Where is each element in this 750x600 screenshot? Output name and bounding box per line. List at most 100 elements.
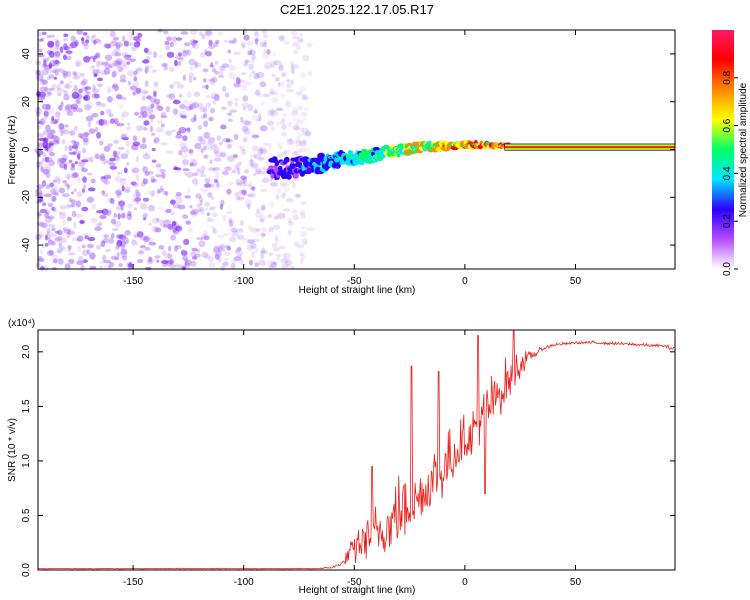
spectrogram-noise-blob: [257, 148, 264, 156]
spectrogram-noise-blob: [250, 243, 257, 249]
spectrogram-noise-blob: [252, 173, 256, 177]
spectrogram-noise-blob: [254, 38, 259, 45]
spectrogram-noise-blob: [115, 150, 121, 156]
spectrogram-noise-blob: [227, 49, 231, 54]
spectrogram-noise-blob: [51, 227, 56, 232]
spectrogram-noise-blob: [236, 254, 243, 258]
spectrogram-noise-blob: [141, 89, 149, 95]
spectrogram-noise-blob: [89, 65, 95, 69]
spectrogram-noise-blob: [158, 244, 165, 250]
spectrogram-noise-blob: [119, 79, 127, 83]
spectrogram-noise-blob: [163, 224, 168, 228]
spectrogram-noise-blob: [193, 253, 202, 258]
spectrogram-noise-blob: [69, 130, 76, 136]
spectrogram-noise-blob: [104, 54, 113, 61]
spectrogram-noise-blob: [86, 249, 91, 255]
spectrogram-noise-blob: [264, 61, 272, 69]
snr-series-line: [37, 329, 675, 570]
spectrogram-noise-blob: [49, 34, 56, 38]
spectrogram-noise-blob: [73, 188, 77, 193]
spectrogram-noise-blob: [62, 226, 68, 232]
spectrogram-noise-blob: [298, 139, 307, 147]
spectrogram-noise-blob: [66, 173, 71, 181]
spectrogram-noise-blob: [269, 182, 278, 187]
spectrogram-noise-blob: [78, 161, 86, 167]
spectrogram-noise-blob: [139, 111, 144, 115]
spectrogram-noise-blob: [213, 178, 219, 184]
spectrogram-noise-blob: [162, 250, 166, 256]
spectrogram-noise-blob: [263, 48, 269, 54]
spectrogram-noise-blob: [89, 55, 98, 60]
spectrogram-noise-blob: [292, 177, 299, 182]
spectrogram-noise-blob: [65, 161, 73, 165]
spectrogram-noise-blob: [256, 208, 260, 214]
spectrogram-noise-blob: [65, 70, 72, 78]
spectrogram-noise-blob: [131, 182, 139, 187]
spectrogram-noise-blob: [285, 252, 291, 260]
spectrogram-noise-blob: [197, 135, 203, 142]
spectrogram-noise-blob: [68, 159, 73, 163]
spectrogram-noise-blob: [126, 31, 135, 37]
spectrogram-noise-blob: [293, 49, 299, 55]
spectrogram-noise-blob: [209, 108, 216, 114]
spectrogram-noise-blob: [37, 223, 45, 227]
spectrogram-noise-blob: [106, 108, 112, 115]
spectrogram-noise-blob: [76, 238, 82, 242]
spectrogram-noise-blob: [36, 200, 42, 204]
spectrogram-panel: -150 -100 -50 0 50 -40 -20 0 20 40 Height of stra…: [7, 27, 676, 296]
spectrogram-noise-blob: [120, 205, 124, 211]
spectrogram-noise-blob: [295, 121, 299, 129]
spectrogram-noise-blob: [42, 141, 49, 149]
spectrogram-noise-blob: [98, 39, 103, 45]
spectrogram-noise-blob: [138, 250, 145, 255]
spectrogram-noise-blob: [148, 222, 152, 226]
spectrogram-noise-blob: [116, 239, 123, 247]
spectrogram-noise-blob: [58, 106, 63, 111]
spectrogram-noise-blob: [260, 227, 267, 233]
spectrogram-noise-blob: [172, 99, 181, 105]
spectrogram-noise-blob: [268, 226, 274, 232]
spectrogram-noise-blob: [298, 147, 307, 152]
spectrogram-noise-blob: [128, 261, 133, 268]
spectrogram-noise-blob: [53, 179, 58, 183]
spectrogram-noise-blob: [44, 234, 49, 241]
spectrogram-noise-blob: [41, 222, 48, 229]
spectrogram-noise-blob: [240, 116, 244, 123]
spectrogram-noise-blob: [126, 262, 129, 267]
spectrogram-noise-blob: [286, 83, 292, 89]
spectrogram-noise-blob: [302, 94, 306, 100]
colorbar-label: Normalized spectral amplitude: [738, 82, 749, 217]
spectrogram-noise-blob: [109, 30, 116, 38]
spectrogram-noise-blob: [179, 103, 187, 110]
spectrogram-noise-blob: [118, 146, 125, 150]
spectrogram-noise-blob: [64, 84, 73, 89]
spectrogram-noise-blob: [218, 251, 222, 257]
spectrogram-noise-blob: [213, 146, 220, 152]
spectrogram-noise-blob: [154, 255, 161, 259]
spectrogram-noise-blob: [241, 148, 247, 156]
spectrogram-noise-blob: [177, 204, 186, 210]
spectrogram-noise-blob: [213, 144, 218, 148]
spectrogram-noise-blob: [100, 240, 106, 247]
spectrogram-noise-blob: [223, 39, 229, 43]
spectrogram-noise-blob: [99, 260, 105, 264]
spectrogram-noise-blob: [113, 118, 119, 124]
chart-title: C2E1.2025.122.17.05.R17: [280, 2, 434, 17]
spectrogram-noise-blob: [34, 107, 43, 114]
spectrogram-noise-blob: [114, 52, 122, 57]
spectrogram-noise-blob: [194, 61, 198, 69]
spectrogram-noise-blob: [169, 258, 174, 265]
spectrogram-noise-blob: [211, 76, 218, 83]
spectrogram-noise-blob: [86, 196, 95, 203]
spectrogram-noise-blob: [93, 53, 99, 60]
spectrogram-noise-blob: [244, 59, 250, 64]
spectrogram-noise-blob: [73, 85, 78, 93]
x-tick-label: 50: [570, 276, 582, 287]
spectrogram-noise-blob: [116, 194, 121, 199]
spectrogram-noise-blob: [247, 50, 253, 56]
spectrogram-noise-blob: [214, 60, 219, 66]
spectrogram-noise-blob: [173, 81, 181, 85]
spectrogram-noise-blob: [56, 92, 62, 97]
spectrogram-noise-blob: [66, 231, 71, 239]
spectrogram-noise-blob: [302, 54, 310, 62]
